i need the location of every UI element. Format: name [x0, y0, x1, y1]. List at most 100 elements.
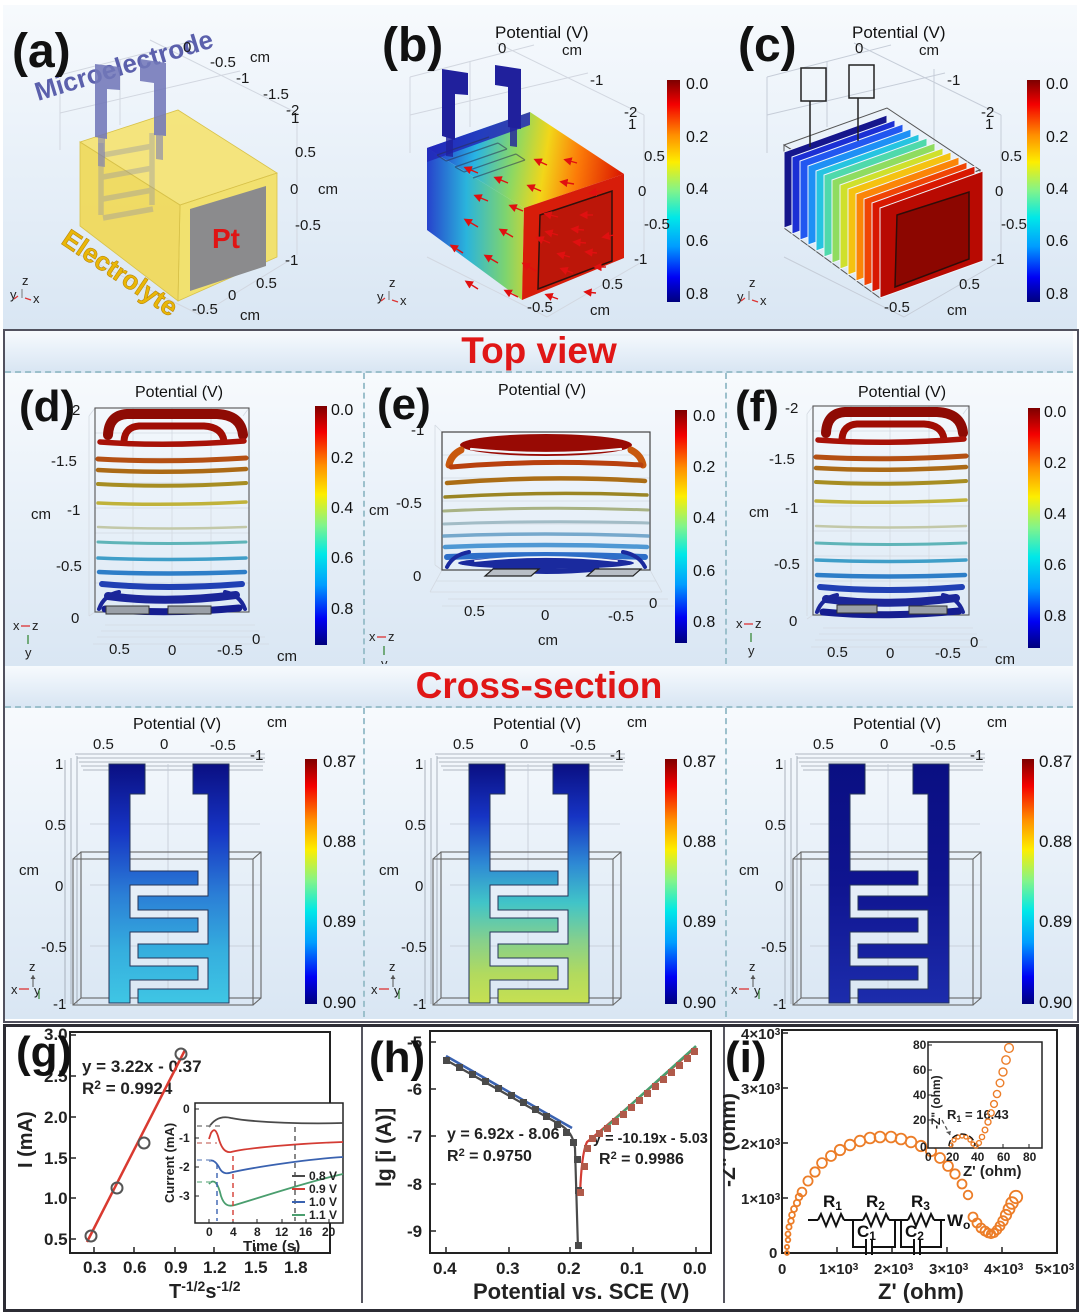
svg-text:y = -10.19x - 5.03: y = -10.19x - 5.03 — [593, 1131, 708, 1147]
svg-text:0.5: 0.5 — [813, 736, 834, 753]
svg-text:-7: -7 — [407, 1127, 422, 1146]
svg-text:20: 20 — [946, 1150, 960, 1164]
svg-text:(e): (e) — [377, 380, 431, 429]
svg-text:Z' (ohm): Z' (ohm) — [963, 1163, 1022, 1180]
svg-text:cm: cm — [250, 49, 270, 66]
svg-text:60: 60 — [913, 1063, 927, 1077]
svg-text:0: 0 — [206, 1225, 213, 1239]
svg-text:y: y — [754, 983, 761, 998]
svg-text:-0.5: -0.5 — [884, 299, 910, 316]
svg-text:0: 0 — [775, 878, 783, 895]
svg-text:y: y — [394, 983, 401, 998]
svg-text:0.3: 0.3 — [83, 1258, 107, 1277]
svg-text:0.3: 0.3 — [496, 1259, 520, 1278]
svg-text:-1: -1 — [67, 502, 80, 519]
svg-text:z: z — [749, 959, 756, 974]
svg-text:-1: -1 — [411, 422, 424, 439]
svg-text:-0.5: -0.5 — [527, 299, 553, 316]
svg-text:20: 20 — [913, 1113, 927, 1127]
svg-text:x: x — [736, 616, 743, 631]
svg-text:(h): (h) — [369, 1033, 425, 1082]
svg-text:R1: R1 — [823, 1192, 842, 1213]
svg-text:I (mA): I (mA) — [15, 1111, 37, 1168]
svg-text:3×103: 3×103 — [929, 1261, 969, 1278]
svg-text:8: 8 — [254, 1225, 261, 1239]
svg-text:0.5: 0.5 — [464, 603, 485, 620]
svg-text:-1: -1 — [250, 747, 263, 764]
svg-text:-0.5: -0.5 — [217, 642, 243, 659]
svg-text:0: 0 — [160, 736, 168, 753]
svg-text:cm: cm — [369, 502, 389, 519]
svg-text:Potential (V): Potential (V) — [493, 716, 581, 733]
svg-text:0.5: 0.5 — [453, 736, 474, 753]
svg-text:-2: -2 — [624, 104, 637, 121]
svg-text:0: 0 — [920, 1140, 927, 1154]
svg-text:1.5: 1.5 — [244, 1258, 268, 1277]
svg-text:0: 0 — [71, 610, 79, 627]
svg-text:-6: -6 — [407, 1080, 422, 1099]
svg-text:12: 12 — [275, 1225, 289, 1239]
svg-text:-1: -1 — [285, 252, 298, 269]
svg-text:Current (mA): Current (mA) — [162, 1123, 177, 1203]
svg-text:-Z" (ohm): -Z" (ohm) — [929, 1075, 943, 1129]
svg-text:3×103: 3×103 — [741, 1081, 781, 1098]
svg-text:80: 80 — [1023, 1150, 1037, 1164]
svg-text:y: y — [748, 643, 755, 658]
svg-text:0: 0 — [55, 878, 63, 895]
svg-text:0.87: 0.87 — [683, 752, 716, 771]
svg-text:0: 0 — [541, 607, 549, 624]
svg-text:-0.5: -0.5 — [401, 939, 427, 956]
svg-text:-0.5: -0.5 — [570, 737, 596, 754]
svg-text:z: z — [389, 959, 396, 974]
svg-text:z: z — [388, 629, 395, 644]
svg-text:cm: cm — [31, 506, 51, 523]
svg-text:(c): (c) — [738, 19, 797, 72]
svg-text:0.5: 0.5 — [295, 144, 316, 161]
svg-text:4×103: 4×103 — [984, 1261, 1024, 1278]
svg-text:1.8: 1.8 — [284, 1258, 308, 1277]
svg-text:-0.5: -0.5 — [608, 608, 634, 625]
svg-text:cm: cm — [538, 632, 558, 649]
svg-text:0.8: 0.8 — [693, 614, 715, 631]
svg-text:z: z — [389, 275, 396, 290]
svg-text:0.2: 0.2 — [1046, 129, 1068, 146]
svg-text:-0.5: -0.5 — [41, 939, 67, 956]
svg-text:0.6: 0.6 — [693, 563, 715, 580]
svg-text:C1: C1 — [857, 1222, 876, 1243]
svg-text:0.1: 0.1 — [620, 1259, 644, 1278]
svg-text:z: z — [29, 959, 36, 974]
svg-text:cm: cm — [739, 862, 759, 879]
svg-text:0.6: 0.6 — [1046, 233, 1068, 250]
svg-text:-0.5: -0.5 — [56, 558, 82, 575]
svg-text:R3: R3 — [911, 1192, 930, 1213]
svg-text:-0.5: -0.5 — [192, 301, 218, 318]
svg-text:0.2: 0.2 — [331, 450, 353, 467]
svg-text:0: 0 — [925, 1150, 932, 1164]
svg-text:0.0: 0.0 — [1046, 76, 1068, 93]
svg-text:-1.5: -1.5 — [263, 86, 289, 103]
svg-text:0.5: 0.5 — [1001, 148, 1022, 165]
svg-text:Potential (V): Potential (V) — [135, 384, 223, 401]
svg-text:y: y — [25, 645, 32, 660]
svg-text:0: 0 — [995, 183, 1003, 200]
svg-text:60: 60 — [997, 1150, 1011, 1164]
svg-text:cm: cm — [562, 42, 582, 59]
svg-text:R2 = 0.9986: R2 = 0.9986 — [599, 1150, 684, 1168]
svg-text:0.5: 0.5 — [44, 1230, 68, 1249]
svg-text:0.89: 0.89 — [323, 912, 356, 931]
svg-text:-1: -1 — [991, 251, 1004, 268]
svg-text:0.5: 0.5 — [109, 641, 130, 658]
svg-text:0: 0 — [413, 568, 421, 585]
svg-text:-2: -2 — [179, 1160, 190, 1174]
svg-text:Potential (V): Potential (V) — [853, 716, 941, 733]
svg-text:-0.5: -0.5 — [210, 54, 236, 71]
svg-text:y = 6.92x - 8.06: y = 6.92x - 8.06 — [447, 1126, 560, 1143]
svg-text:-Z" (ohm): -Z" (ohm) — [723, 1093, 740, 1187]
svg-text:0: 0 — [415, 878, 423, 895]
svg-text:0.90: 0.90 — [323, 993, 356, 1012]
svg-text:0.5: 0.5 — [602, 276, 623, 293]
svg-text:R2 = 0.9924: R2 = 0.9924 — [82, 1078, 173, 1098]
svg-text:1.0: 1.0 — [44, 1189, 68, 1208]
svg-text:y: y — [10, 287, 17, 302]
svg-text:z: z — [32, 618, 39, 633]
